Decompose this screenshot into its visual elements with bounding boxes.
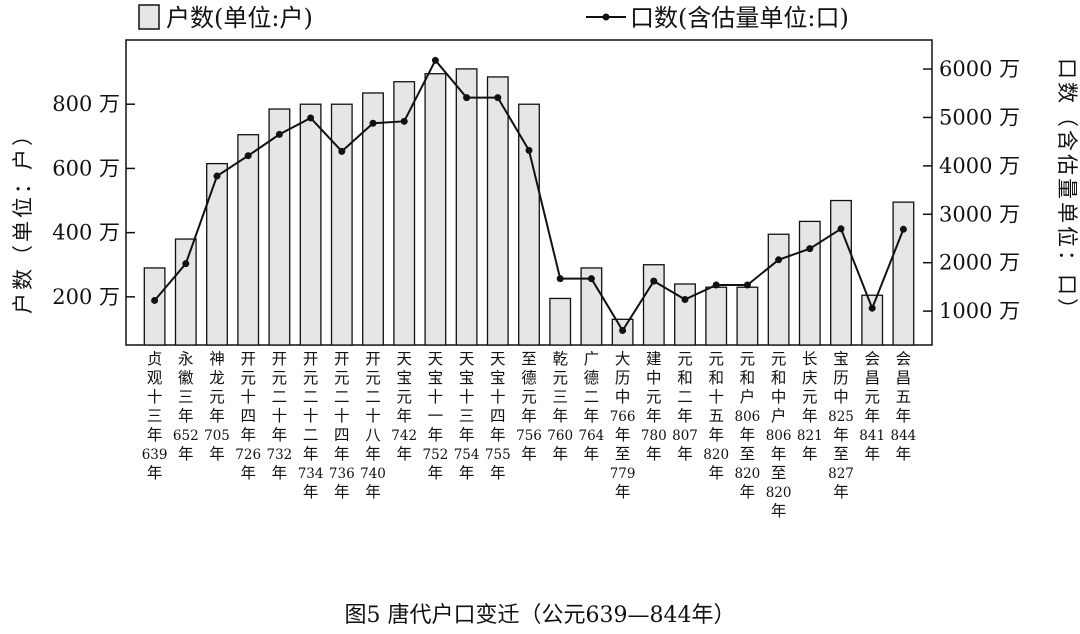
- category-label: 会昌元年 841 年: [859, 350, 885, 463]
- bar: [486, 76, 509, 346]
- bar: [174, 238, 197, 346]
- bar: [393, 81, 416, 346]
- bar: [518, 103, 540, 346]
- line-point: [369, 119, 377, 127]
- right-axis-title: 口数（含估量单位：口）: [1055, 58, 1079, 322]
- left-axis: 200 万 400 万 600 万 800 万: [52, 92, 135, 309]
- bar: [362, 92, 384, 346]
- category-label: 天宝十三年 754 年: [454, 350, 480, 482]
- legend: 户数(单位:户) 口数(含估量单位:口): [138, 4, 849, 32]
- bar: [268, 108, 291, 346]
- line-point: [587, 275, 595, 283]
- line-point: [463, 94, 471, 102]
- category-label: 开元二十四年 736 年: [329, 350, 355, 501]
- bar: [830, 199, 852, 346]
- line-point: [338, 147, 346, 155]
- category-label: 宝历中 825 年至 827 年: [828, 350, 854, 501]
- line-point: [868, 304, 876, 312]
- category-label: 开元二十八年 740 年: [360, 350, 386, 501]
- category-label: 广德二年 764 年: [579, 350, 605, 463]
- line-point: [650, 277, 658, 285]
- bar-series: [143, 68, 915, 346]
- line-point: [899, 225, 907, 233]
- bar: [237, 134, 260, 346]
- bar: [674, 283, 696, 346]
- line-point: [494, 94, 502, 102]
- line-point: [775, 256, 783, 264]
- left-axis-title: 户数（单位：户）: [11, 122, 35, 314]
- line-point: [837, 225, 845, 233]
- bar: [455, 68, 478, 346]
- line-point: [182, 260, 190, 268]
- line-point: [619, 326, 627, 334]
- category-label: 永徽三年 652 年: [173, 350, 199, 463]
- category-label: 长庆元年 821 年: [797, 350, 823, 463]
- bar: [705, 286, 728, 346]
- category-label: 天宝元年 742 年: [391, 350, 417, 463]
- figure-caption: 图5 唐代户口变迁（公元639—844年）: [345, 603, 736, 628]
- category-label: 天宝十一年 752 年: [423, 350, 449, 482]
- bar: [736, 286, 759, 346]
- category-label: 开元十四年 726 年: [235, 350, 261, 482]
- line-point: [151, 296, 159, 304]
- right-tick-label: 6000 万: [939, 57, 1020, 81]
- right-tick-label: 1000 万: [939, 299, 1020, 323]
- bar: [767, 233, 790, 346]
- bar: [892, 201, 915, 346]
- left-tick-label: 400 万: [52, 221, 120, 245]
- right-tick-label: 5000 万: [939, 105, 1020, 129]
- category-label: 神龙元年 705 年: [204, 350, 230, 463]
- line-point: [431, 56, 439, 64]
- bar: [299, 103, 322, 346]
- category-label: 天宝十四年 755 年: [485, 350, 511, 482]
- bar: [424, 73, 447, 346]
- legend-bar-label: 户数(单位:户): [166, 4, 313, 32]
- right-tick-label: 4000 万: [939, 154, 1020, 178]
- category-label: 贞观十三年 639 年: [142, 350, 168, 482]
- bar: [642, 264, 665, 346]
- left-tick-label: 800 万: [52, 92, 120, 116]
- category-label: 开元二十二年 734 年: [298, 350, 324, 501]
- line-point: [806, 245, 814, 253]
- category-label: 元和二年 807 年: [672, 350, 698, 463]
- left-tick-label: 200 万: [52, 285, 120, 309]
- right-tick-label: 2000 万: [939, 251, 1020, 275]
- category-label: 会昌五年 844 年: [891, 350, 917, 463]
- bar: [861, 294, 884, 346]
- line-point: [307, 114, 315, 122]
- line-point: [400, 117, 408, 125]
- category-label: 至德元年 756 年: [516, 350, 542, 463]
- legend-line-marker: [602, 13, 610, 21]
- category-label: 建中元年 780 年: [641, 350, 667, 463]
- right-axis: 1000 万 2000 万 3000 万 4000 万 5000 万 6000 万: [923, 57, 1020, 323]
- line-point: [681, 295, 689, 303]
- category-label: 元和户 806 年至 820 年: [735, 350, 761, 501]
- legend-bar-swatch: [138, 4, 160, 30]
- line-point: [712, 281, 720, 289]
- line-point: [556, 275, 564, 283]
- line-point: [213, 172, 221, 180]
- line-point: [743, 281, 751, 289]
- category-label: 元和中户 806 年至 820 年: [766, 350, 792, 520]
- bar: [330, 103, 353, 346]
- line-point: [525, 146, 533, 154]
- bar: [206, 162, 228, 346]
- bar: [549, 297, 572, 346]
- left-tick-label: 600 万: [52, 156, 120, 180]
- bar: [143, 267, 166, 346]
- line-series: [151, 56, 907, 334]
- line-point: [244, 152, 252, 160]
- right-tick-label: 3000 万: [939, 202, 1020, 226]
- category-label: 元和十五年 820 年: [703, 350, 729, 482]
- category-label: 开元二十年 732 年: [267, 350, 293, 482]
- line-point: [275, 130, 283, 138]
- category-label: 乾元三年 760 年: [547, 350, 573, 463]
- legend-line-label: 口数(含估量单位:口): [630, 4, 849, 32]
- bar: [798, 220, 821, 346]
- category-label: 大历中 766 年至 779 年: [610, 350, 636, 501]
